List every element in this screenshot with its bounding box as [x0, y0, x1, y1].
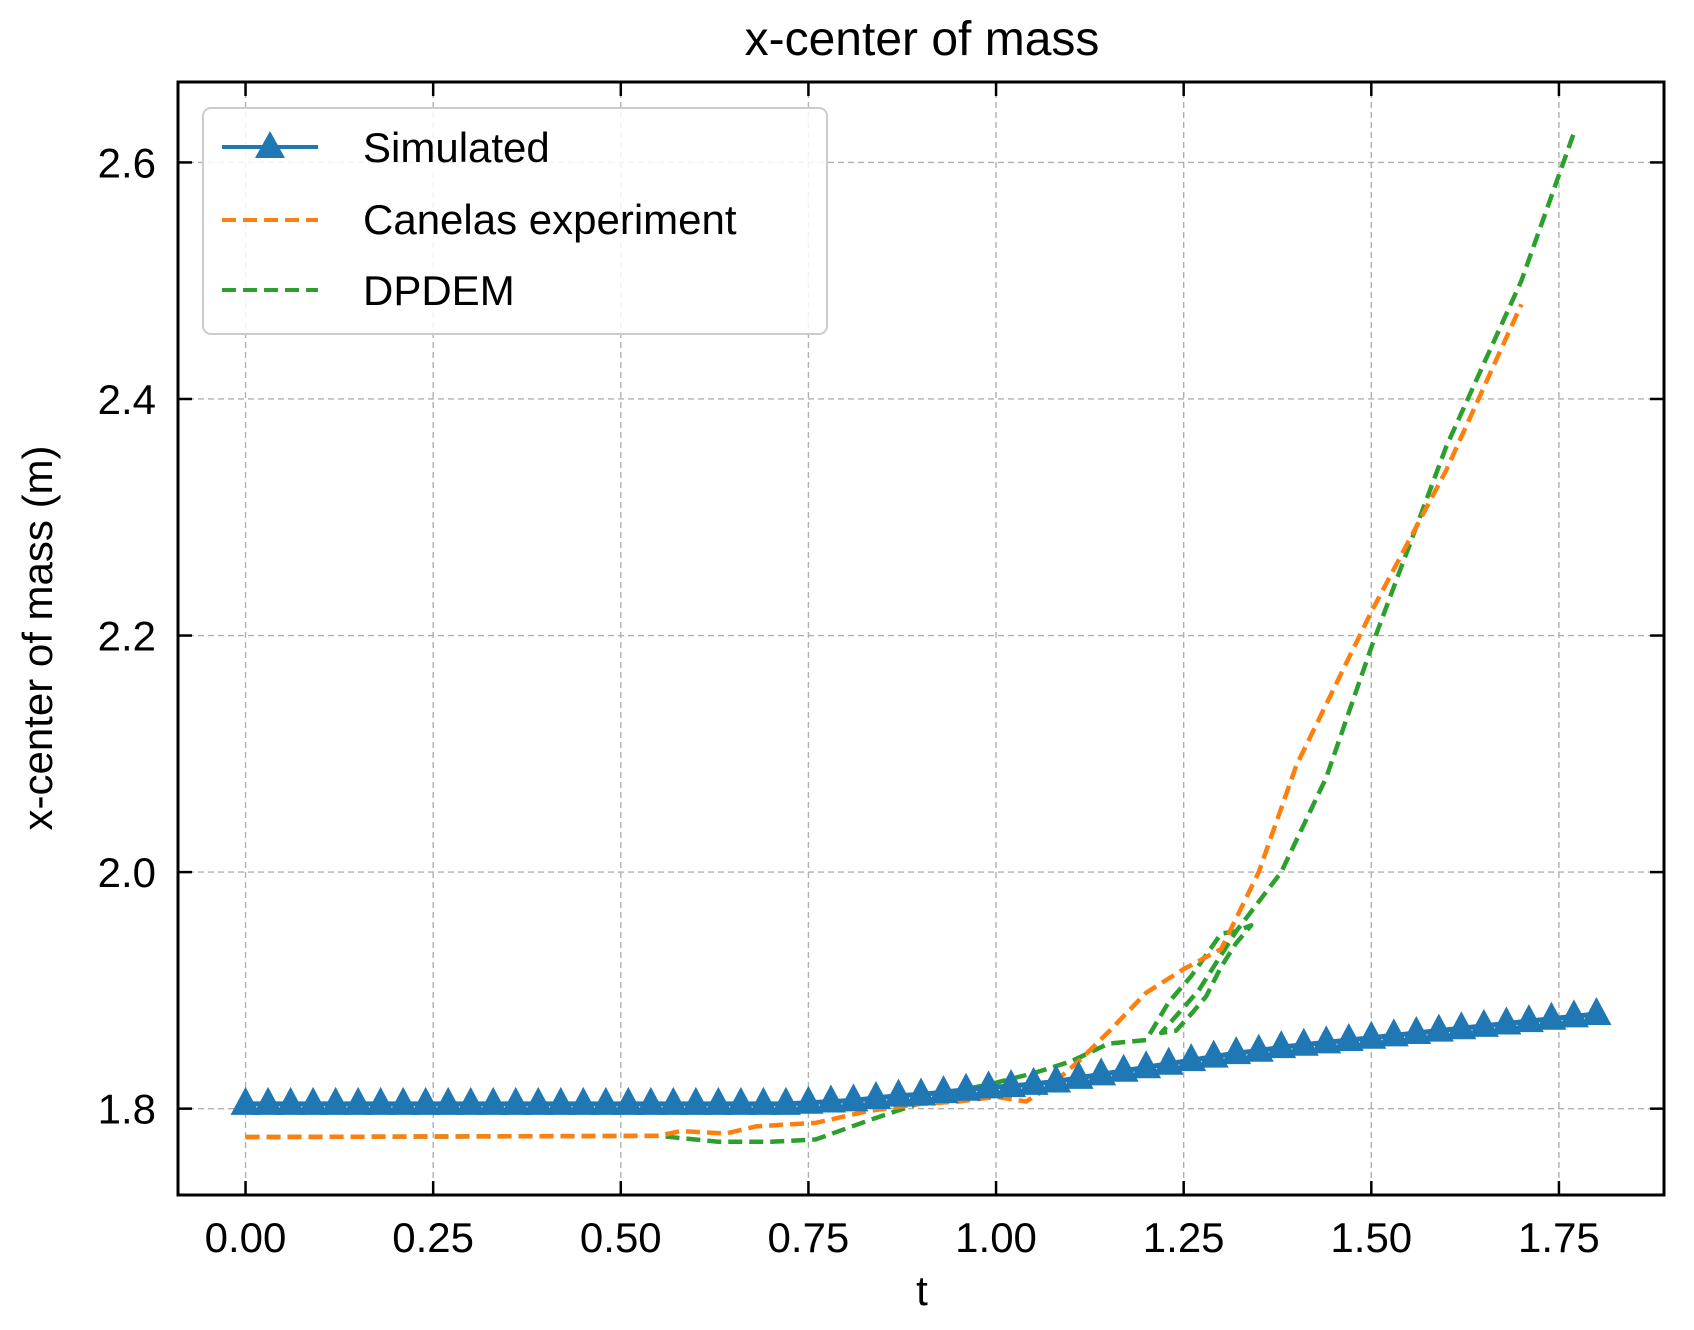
- y-tick-label: 1.8: [98, 1086, 156, 1133]
- chart-title: x-center of mass: [745, 13, 1100, 66]
- series-line-canelas-experiment: [245, 303, 1524, 1140]
- data-point: [815, 1084, 846, 1113]
- data-point: [1086, 1057, 1117, 1086]
- data-point: [1468, 1008, 1499, 1037]
- data-point: [568, 1086, 599, 1115]
- data-point: [951, 1072, 982, 1101]
- data-point: [478, 1086, 509, 1115]
- legend-item-simulated: Simulated: [222, 124, 550, 171]
- data-point: [590, 1086, 621, 1115]
- data-point: [793, 1085, 824, 1114]
- data-point: [1491, 1006, 1522, 1035]
- data-point: [1378, 1018, 1409, 1047]
- data-point: [1063, 1060, 1094, 1089]
- data-point: [703, 1086, 734, 1115]
- legend-item-dpdem: DPDEM: [222, 267, 515, 314]
- legend-label-dpdem: DPDEM: [363, 267, 515, 314]
- data-point: [1018, 1066, 1049, 1095]
- data-point: [658, 1086, 689, 1115]
- data-point: [906, 1077, 936, 1106]
- data-point: [725, 1086, 756, 1115]
- data-point: [455, 1086, 486, 1115]
- data-point: [996, 1069, 1027, 1098]
- x-tick-label: 1.25: [1143, 1214, 1225, 1261]
- legend-label-canelas-experiment: Canelas experiment: [363, 196, 737, 243]
- data-point: [275, 1086, 306, 1115]
- data-point: [1558, 999, 1589, 1028]
- data-point: [1401, 1015, 1432, 1044]
- data-point: [253, 1086, 284, 1115]
- data-point: [298, 1086, 329, 1115]
- series-layer: [230, 132, 1612, 1145]
- data-point: [230, 1086, 261, 1115]
- legend-item-canelas-experiment: Canelas experiment: [222, 196, 737, 243]
- data-point: [1041, 1064, 1072, 1093]
- data-point: [500, 1086, 531, 1115]
- data-point: [928, 1075, 959, 1104]
- data-point: [320, 1086, 351, 1115]
- plot-frame: [176, 80, 1666, 1197]
- data-point: [1198, 1039, 1229, 1068]
- legend: Simulated Canelas experiment DPDEM: [202, 107, 828, 335]
- data-point: [1153, 1046, 1184, 1075]
- data-point: [748, 1086, 779, 1115]
- legend-marker-simulated: [255, 131, 285, 158]
- data-point: [1581, 997, 1612, 1026]
- data-point: [838, 1083, 869, 1112]
- y-axis-title: x-center of mass (m): [14, 445, 61, 830]
- data-point: [1333, 1023, 1364, 1052]
- x-tick-label: 0.00: [205, 1214, 287, 1261]
- data-point: [545, 1086, 576, 1115]
- data-point: [1446, 1011, 1477, 1040]
- series-markers-simulated: [230, 997, 1612, 1115]
- data-point: [613, 1086, 644, 1115]
- data-point: [1131, 1050, 1162, 1079]
- data-point: [1311, 1025, 1342, 1054]
- data-point: [770, 1086, 801, 1115]
- data-point: [1266, 1030, 1297, 1059]
- x-tick-label: 0.50: [580, 1214, 662, 1261]
- data-point: [973, 1070, 1004, 1099]
- y-tick-label: 2.0: [98, 849, 156, 896]
- data-point: [388, 1086, 419, 1115]
- ticks: 0.00 0.25 0.50 0.75 1.00 1.25 1.50 1.75 1.8 2.0 2.…: [98, 82, 1664, 1261]
- data-point: [1536, 1001, 1567, 1030]
- data-point: [1288, 1027, 1319, 1056]
- x-tick-label: 1.00: [955, 1214, 1037, 1261]
- data-point: [1513, 1004, 1544, 1033]
- data-point: [860, 1081, 891, 1110]
- data-point: [1243, 1033, 1274, 1062]
- x-axis-title: t: [916, 1267, 928, 1314]
- data-point: [635, 1086, 666, 1115]
- data-point: [433, 1086, 464, 1115]
- x-tick-label: 0.25: [392, 1214, 474, 1261]
- y-tick-label: 2.4: [98, 376, 156, 423]
- data-point: [365, 1086, 396, 1115]
- y-tick-label: 2.6: [98, 139, 156, 186]
- data-point: [1176, 1043, 1207, 1072]
- data-point: [1423, 1013, 1454, 1042]
- legend-label-simulated: Simulated: [363, 124, 550, 171]
- x-tick-label: 1.75: [1518, 1214, 1600, 1261]
- data-point: [1221, 1036, 1252, 1065]
- legend-box: [202, 107, 828, 335]
- data-point: [523, 1086, 554, 1115]
- data-point: [1356, 1020, 1387, 1049]
- data-point: [410, 1086, 441, 1115]
- data-point: [883, 1078, 914, 1107]
- data-point: [1108, 1053, 1139, 1082]
- data-point: [680, 1086, 711, 1115]
- y-tick-label: 2.2: [98, 613, 156, 660]
- x-tick-label: 0.75: [768, 1214, 850, 1261]
- data-point: [343, 1086, 374, 1115]
- x-tick-label: 1.50: [1330, 1214, 1412, 1261]
